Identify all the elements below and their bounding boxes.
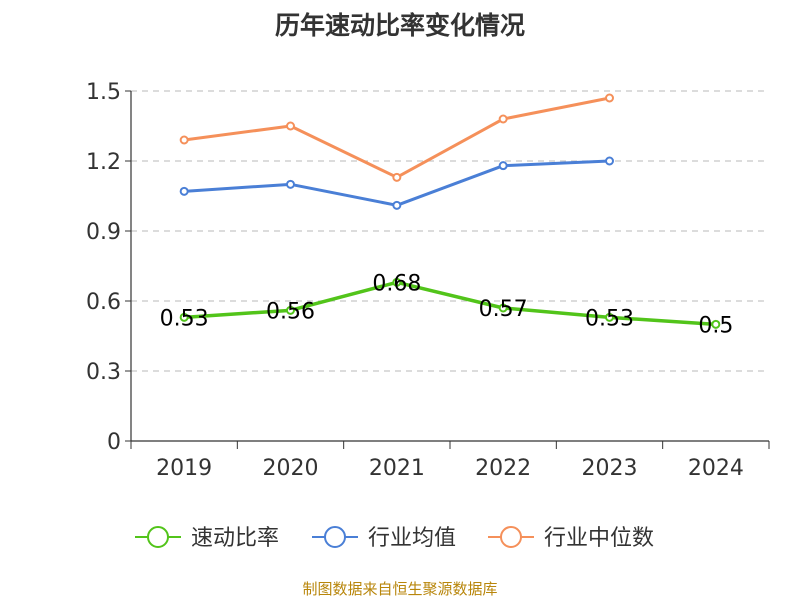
data-point — [179, 186, 189, 196]
data-label: 0.5 — [698, 313, 733, 338]
data-label: 0.53 — [160, 306, 209, 331]
data-point — [286, 179, 295, 189]
data-point — [179, 312, 189, 322]
legend-marker — [324, 526, 346, 548]
data-point — [711, 319, 721, 329]
y-tick-label: 1.2 — [86, 150, 121, 175]
legend-label: 行业均值 — [368, 526, 456, 551]
data-point — [498, 161, 508, 171]
y-tick-label: 0.3 — [86, 360, 121, 385]
x-tick-label: 2021 — [369, 456, 425, 481]
data-point — [179, 135, 189, 145]
data-point — [286, 305, 295, 315]
data-point — [605, 312, 614, 322]
data-point — [392, 277, 402, 287]
x-tick-label: 2024 — [688, 456, 744, 481]
legend-label: 速动比率 — [191, 526, 279, 551]
data-label: 0.57 — [479, 297, 528, 322]
y-tick-label: 1.5 — [86, 80, 121, 105]
data-labels: 0.53 0.56 0.68 0.57 0.53 0.5 — [160, 271, 734, 338]
data-point — [392, 172, 402, 182]
chart-title: 历年速动比率变化情况 — [275, 11, 525, 40]
data-point — [286, 121, 295, 131]
legend-marker — [500, 526, 522, 548]
y-tick-label: 0.9 — [86, 220, 121, 245]
data-label: 0.53 — [585, 306, 634, 331]
x-tick-label: 2019 — [156, 456, 212, 481]
axes: 0 0.3 0.6 0.9 1.2 1.5 2019 2020 2021 2022 2023 2024 — [86, 80, 770, 481]
legend-marker — [147, 526, 169, 548]
series-line — [182, 159, 611, 207]
legend-label: 行业中位数 — [544, 526, 654, 551]
series-lines — [179, 93, 721, 329]
x-tick-label: 2022 — [475, 456, 531, 481]
y-tick-label: 0.6 — [86, 290, 121, 315]
series-line — [182, 96, 611, 179]
data-point — [498, 114, 508, 124]
data-point — [605, 156, 614, 166]
x-tick-label: 2020 — [263, 456, 319, 481]
data-point — [498, 303, 508, 313]
source-note: 制图数据来自恒生聚源数据库 — [302, 580, 497, 598]
data-label: 0.56 — [266, 299, 315, 324]
gridlines — [131, 90, 769, 372]
data-point — [605, 93, 614, 103]
series-line — [182, 280, 718, 327]
legend: 速动比率 行业均值 行业中位数 — [135, 526, 654, 551]
data-label: 0.68 — [372, 271, 421, 296]
x-tick-label: 2023 — [582, 456, 638, 481]
data-point — [392, 200, 402, 210]
y-tick-label: 0 — [107, 430, 121, 455]
